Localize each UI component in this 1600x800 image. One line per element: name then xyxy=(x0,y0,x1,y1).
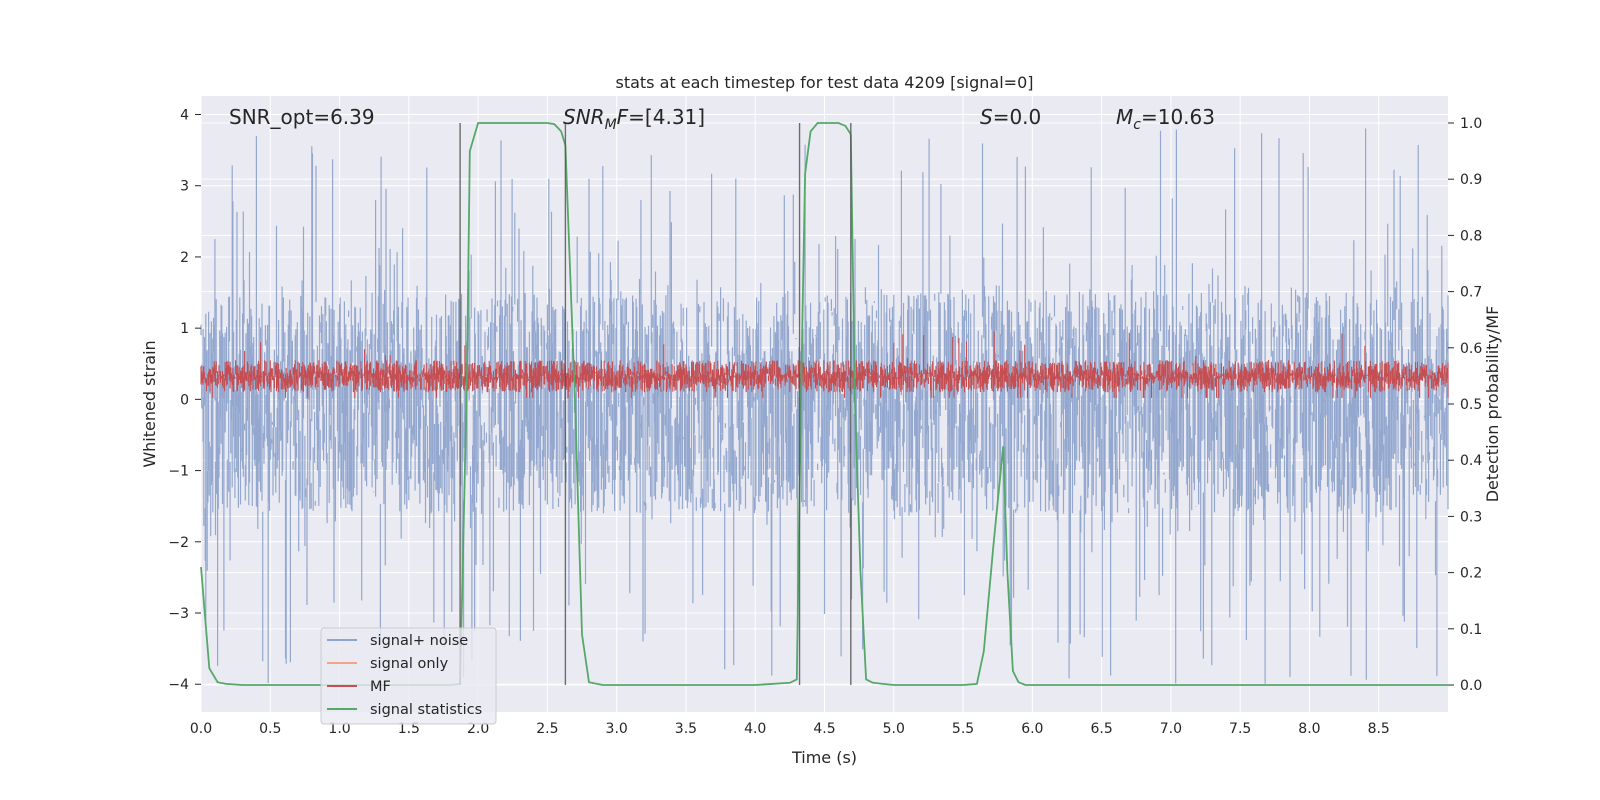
y-axis-label: Whitened strain xyxy=(140,340,159,467)
x-tick-label: 4.0 xyxy=(744,721,766,737)
legend-box xyxy=(320,627,497,725)
y2-tick-label: 0.6 xyxy=(1460,341,1482,357)
y-tick-label: −1 xyxy=(168,464,189,480)
x-tick-label: 2.0 xyxy=(467,721,489,737)
y-tick-label: 2 xyxy=(180,250,189,266)
y2-tick-label: 0.0 xyxy=(1460,678,1482,694)
legend-label-signal-statistics: signal statistics xyxy=(370,702,482,718)
y2-tick-label: 0.1 xyxy=(1460,622,1482,638)
x-tick-label: 7.0 xyxy=(1160,721,1182,737)
x-tick-label: 7.5 xyxy=(1229,721,1251,737)
x-tick-label: 0.5 xyxy=(259,721,281,737)
annotation-2: S=0.0 xyxy=(980,105,1041,129)
y2-tick-label: 1.0 xyxy=(1460,116,1482,132)
y2-tick-label: 0.5 xyxy=(1460,397,1482,413)
legend-label-signal-noise: signal+ noise xyxy=(370,633,468,649)
x-tick-label: 8.0 xyxy=(1298,721,1320,737)
legend-label-mf: MF xyxy=(370,679,391,695)
legend-label-signal-only: signal only xyxy=(370,656,449,672)
x-tick-label: 0.0 xyxy=(190,721,212,737)
x-tick-label: 8.5 xyxy=(1368,721,1390,737)
x-tick-label: 6.0 xyxy=(1021,721,1043,737)
x-tick-label: 3.5 xyxy=(675,721,697,737)
y-tick-label: 3 xyxy=(180,179,189,195)
x-axis-label: Time (s) xyxy=(791,748,857,767)
y2-tick-label: 0.3 xyxy=(1460,509,1482,525)
y-tick-label: −4 xyxy=(168,677,189,693)
x-tick-label: 2.5 xyxy=(536,721,558,737)
y2-tick-label: 0.9 xyxy=(1460,172,1482,188)
annotation-1: SNRMF=[4.31] xyxy=(563,105,705,133)
tick-layer: 0.0 0.5 1.0 1.5 2.0 2.5 3.0 3.5 4.0 4.5 5.0 5.5 6.0 6… xyxy=(168,108,1482,737)
y2-tick-label: 0.4 xyxy=(1460,453,1482,469)
y-tick-label: 1 xyxy=(180,321,189,337)
y-tick-label: −2 xyxy=(168,535,189,551)
y2-tick-label: 0.7 xyxy=(1460,285,1482,301)
y-tick-label: −3 xyxy=(168,606,189,622)
legend: signal+ noise signal only MF signal stat… xyxy=(320,627,497,725)
x-tick-label: 5.5 xyxy=(952,721,974,737)
annotation-3: Mc=10.63 xyxy=(1116,105,1215,133)
y2-tick-label: 0.8 xyxy=(1460,228,1482,244)
x-tick-label: 1.5 xyxy=(398,721,420,737)
series-mf xyxy=(200,331,1449,398)
y-tick-label: 0 xyxy=(180,392,189,408)
y-tick-label: 4 xyxy=(180,108,189,124)
annotation-layer: SNR_opt=6.39 SNRMF=[4.31] S=0.0 Mc=10.63 xyxy=(229,105,1215,133)
x-tick-label: 5.0 xyxy=(883,721,905,737)
x-tick-label: 6.5 xyxy=(1090,721,1112,737)
annotation-0: SNR_opt=6.39 xyxy=(229,105,375,129)
chart-title: stats at each timestep for test data 420… xyxy=(615,73,1033,92)
x-tick-label: 4.5 xyxy=(813,721,835,737)
y2-tick-label: 0.2 xyxy=(1460,566,1482,582)
y2-axis-label: Detection probability/MF xyxy=(1483,306,1502,503)
x-tick-label: 1.0 xyxy=(328,721,350,737)
x-tick-label: 3.0 xyxy=(606,721,628,737)
vertical-lines-layer xyxy=(459,122,852,686)
